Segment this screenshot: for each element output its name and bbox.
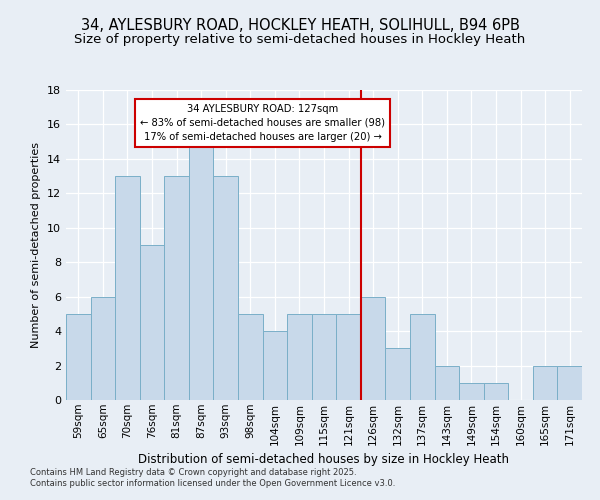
Bar (214, 176, 238, 400)
Bar (484, 383, 508, 400)
Bar (263, 331, 287, 400)
Y-axis label: Number of semi-detached properties: Number of semi-detached properties (31, 142, 41, 348)
Bar (410, 314, 434, 400)
Text: Size of property relative to semi-detached houses in Hockley Heath: Size of property relative to semi-detach… (74, 32, 526, 46)
Bar (557, 366, 582, 400)
Bar (312, 314, 336, 400)
Bar (238, 314, 263, 400)
Bar (361, 296, 385, 400)
Bar (91, 296, 115, 400)
Bar (164, 176, 189, 400)
Bar (115, 176, 140, 400)
Bar (66, 314, 91, 400)
Text: 34, AYLESBURY ROAD, HOCKLEY HEATH, SOLIHULL, B94 6PB: 34, AYLESBURY ROAD, HOCKLEY HEATH, SOLIH… (80, 18, 520, 32)
Bar (140, 245, 164, 400)
Bar (533, 366, 557, 400)
Bar (189, 142, 214, 400)
Text: Contains HM Land Registry data © Crown copyright and database right 2025.
Contai: Contains HM Land Registry data © Crown c… (30, 468, 395, 487)
Bar (385, 348, 410, 400)
Text: 34 AYLESBURY ROAD: 127sqm
← 83% of semi-detached houses are smaller (98)
17% of : 34 AYLESBURY ROAD: 127sqm ← 83% of semi-… (140, 104, 385, 142)
Bar (336, 314, 361, 400)
X-axis label: Distribution of semi-detached houses by size in Hockley Heath: Distribution of semi-detached houses by … (139, 453, 509, 466)
Bar (287, 314, 312, 400)
Bar (459, 383, 484, 400)
Bar (434, 366, 459, 400)
